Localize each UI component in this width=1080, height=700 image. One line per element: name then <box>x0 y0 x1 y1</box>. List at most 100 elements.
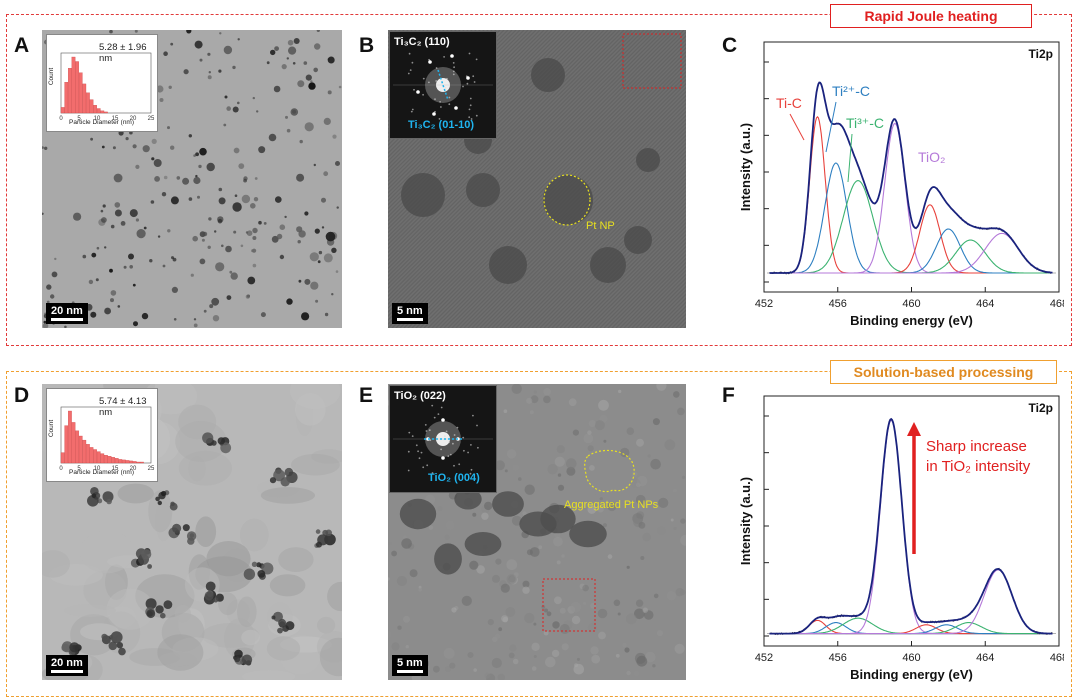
component-peak <box>769 239 1053 274</box>
lattice-fringe <box>515 158 686 328</box>
support-flake <box>64 604 116 617</box>
aggregated-particle <box>234 649 243 659</box>
amorphous-texture <box>543 630 549 636</box>
nanoparticle <box>258 220 262 225</box>
nanoparticle <box>234 194 238 197</box>
nanoparticle <box>252 263 257 268</box>
fft-noise <box>422 93 424 96</box>
support-flake <box>278 547 314 572</box>
nanoparticle <box>136 229 146 239</box>
annotation-text: in TiO₂ intensity <box>926 458 1031 475</box>
histogram-tick-label: 15 <box>112 116 119 122</box>
nanoparticle <box>195 152 200 157</box>
amorphous-texture <box>599 497 603 501</box>
nanoparticle <box>183 69 189 75</box>
nanoparticle <box>335 161 340 166</box>
histogram-tick-label: 10 <box>94 466 101 472</box>
lattice-fringe <box>619 261 686 328</box>
fft-noise <box>448 96 451 99</box>
amorphous-texture <box>618 389 622 394</box>
fft-noise <box>452 442 454 445</box>
amorphous-texture <box>582 601 587 605</box>
nanoparticle <box>43 320 47 324</box>
diffraction-spot <box>466 76 470 80</box>
histogram-tick-label: 10 <box>94 116 101 122</box>
fft-noise <box>452 73 455 76</box>
nanoparticle <box>193 176 201 185</box>
scale-bar-label-e: 5 nm <box>397 657 423 669</box>
aggregated-particle <box>118 647 126 656</box>
nanoparticle <box>125 137 129 141</box>
diffraction-spot <box>441 456 445 460</box>
size-histogram-a: 0 5 10 15 20 25 5.28 ± 1.96 nm Particle Diame… <box>46 34 158 132</box>
fft-noise <box>411 108 414 111</box>
nanoparticle <box>167 126 170 130</box>
lattice-fringe <box>623 265 686 328</box>
amorphous-texture <box>642 532 651 542</box>
nanoparticle <box>229 270 233 274</box>
amorphous-texture <box>403 615 410 623</box>
nanoparticle <box>314 228 320 234</box>
fringe-measure-line <box>437 69 449 101</box>
amorphous-texture <box>472 512 477 517</box>
lattice-fringe <box>395 39 686 328</box>
amorphous-texture <box>391 634 401 644</box>
nanoparticle <box>101 145 105 149</box>
support-flake <box>319 637 342 677</box>
histogram-bar <box>111 457 115 464</box>
nanoparticle <box>238 163 245 170</box>
amorphous-texture <box>591 654 601 664</box>
nanoparticle <box>170 196 179 205</box>
pt-aggregate <box>399 498 437 530</box>
amorphous-texture <box>642 607 648 613</box>
nanoparticle <box>308 82 316 90</box>
support-flake <box>42 550 70 578</box>
amorphous-texture <box>543 388 551 396</box>
fft-noise <box>476 424 478 427</box>
nanoparticle <box>212 315 220 322</box>
amorphous-texture <box>617 612 621 616</box>
amorphous-texture <box>461 595 472 606</box>
nanoparticle <box>96 246 100 250</box>
support-flake <box>148 490 173 533</box>
top-section-label: Rapid Joule heating <box>830 4 1032 28</box>
amorphous-texture <box>594 420 605 431</box>
histogram-bar <box>114 458 119 464</box>
nanoparticle <box>218 69 222 73</box>
fft-noise <box>409 69 412 71</box>
amorphous-texture <box>583 433 594 444</box>
amorphous-texture <box>498 627 503 632</box>
nanoparticle <box>109 268 113 273</box>
nanoparticle <box>245 294 250 299</box>
nanoparticle <box>46 300 50 304</box>
amorphous-texture <box>508 652 515 659</box>
fft-noise <box>472 75 475 78</box>
amorphous-texture <box>500 583 510 593</box>
amorphous-texture <box>388 630 392 638</box>
panel-label-e: E <box>359 384 374 407</box>
nanoparticle <box>207 245 211 249</box>
amorphous-texture <box>572 429 579 436</box>
fft-sub-b: Ti₃C₂ (01-10) <box>408 119 475 131</box>
histogram-tick-label: 20 <box>130 116 137 122</box>
nanoparticle <box>313 163 316 167</box>
bottom-section-frame <box>6 371 1072 697</box>
nanoparticle <box>254 177 258 180</box>
lattice-fringe <box>487 130 686 328</box>
amorphous-texture <box>636 438 644 447</box>
lattice-fringe <box>439 82 686 328</box>
nanoparticle <box>206 162 215 172</box>
histogram-xlabel-a: Particle Diameter (nm) <box>69 119 135 126</box>
nanoparticle <box>170 42 174 46</box>
histogram-tick-label: 20 <box>130 466 137 472</box>
histogram-tick-label: 0 <box>59 116 63 122</box>
scale-bar-label-a: 20 nm <box>51 305 83 317</box>
nanoparticle <box>263 222 267 225</box>
amorphous-texture <box>388 541 392 546</box>
amorphous-texture <box>613 599 621 607</box>
nanoparticle <box>237 38 240 41</box>
nanoparticle <box>327 56 335 64</box>
amorphous-texture <box>522 511 527 516</box>
fft-noise <box>463 449 465 452</box>
amorphous-texture <box>426 670 432 676</box>
